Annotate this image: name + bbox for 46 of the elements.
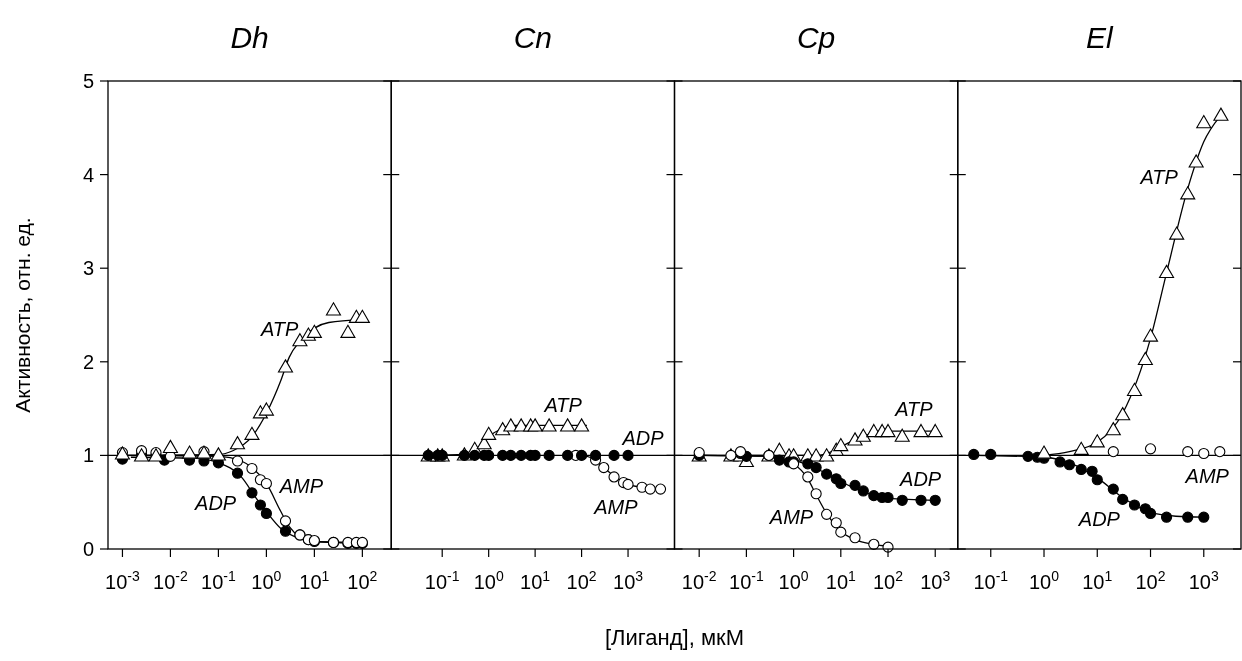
series-label: ADP [621, 426, 665, 449]
x-tick-label: 10$^{-2}$ [681, 568, 717, 593]
legend-label: ADP [899, 467, 942, 490]
x-tick-label: 10$^{1}$ [1082, 568, 1113, 593]
series-label: ATP [543, 393, 583, 416]
series-label: AMP [768, 506, 814, 529]
x-tick-label: 10$^{-1}$ [424, 568, 460, 593]
x-tick-label: 10$^{-1}$ [973, 568, 1009, 593]
y-tick-label: 0 [82, 538, 94, 560]
x-tick-label: 10$^{-3}$ [105, 568, 140, 593]
chart-title: Cp [796, 21, 836, 54]
x-tick-label: 10$^{0}$ [473, 568, 504, 593]
y-axis-title: Активность, отн. ед. [11, 217, 34, 413]
chart-title: El [1086, 21, 1115, 54]
series-label: AMP [593, 495, 639, 518]
y-tick-label: 2 [82, 350, 94, 373]
y-tick-label: 5 [82, 70, 94, 92]
y-tick-label: 1 [82, 444, 94, 467]
x-tick-label: 10$^{2}$ [872, 568, 904, 593]
series-label: ATP [894, 397, 934, 420]
x-tick-label: 10$^{3}$ [613, 568, 644, 593]
x-tick-label: 10$^{2}$ [566, 568, 597, 593]
x-tick-label: 10$^{-2}$ [153, 568, 188, 593]
x-tick-label: 10$^{1}$ [520, 568, 551, 593]
x-tick-label: 10$^{0}$ [1028, 568, 1060, 593]
x-tick-label: 10$^{0}$ [251, 568, 282, 593]
y-tick-label: 3 [82, 257, 94, 280]
series-label: ADP [1077, 508, 1121, 531]
y-tick-label: 4 [82, 163, 94, 186]
chart-title: Dh [230, 21, 269, 54]
x-tick-label: 10$^{0}$ [778, 568, 809, 593]
text: [Лиганд], мкМ [604, 625, 745, 650]
x-tick-label: 10$^{3}$ [920, 568, 951, 593]
series-label: ADP [194, 492, 237, 515]
x-tick-label: 10$^{1}$ [299, 568, 330, 593]
chart-title: Cn [513, 21, 553, 54]
x-tick-label: 10$^{1}$ [825, 568, 857, 593]
x-tick-label: 10$^{2}$ [347, 568, 378, 593]
series-label: ATP [259, 318, 300, 341]
x-tick-label: 10$^{3}$ [1188, 568, 1219, 593]
series-label: AMP [278, 475, 324, 498]
series-label: ATP [1139, 166, 1179, 189]
x-tick-label: 10$^{2}$ [1135, 568, 1166, 593]
x-tick-label: 10$^{-1}$ [729, 568, 764, 593]
legend-label: AMP [1184, 464, 1230, 487]
x-tick-label: 10$^{-1}$ [201, 568, 236, 593]
